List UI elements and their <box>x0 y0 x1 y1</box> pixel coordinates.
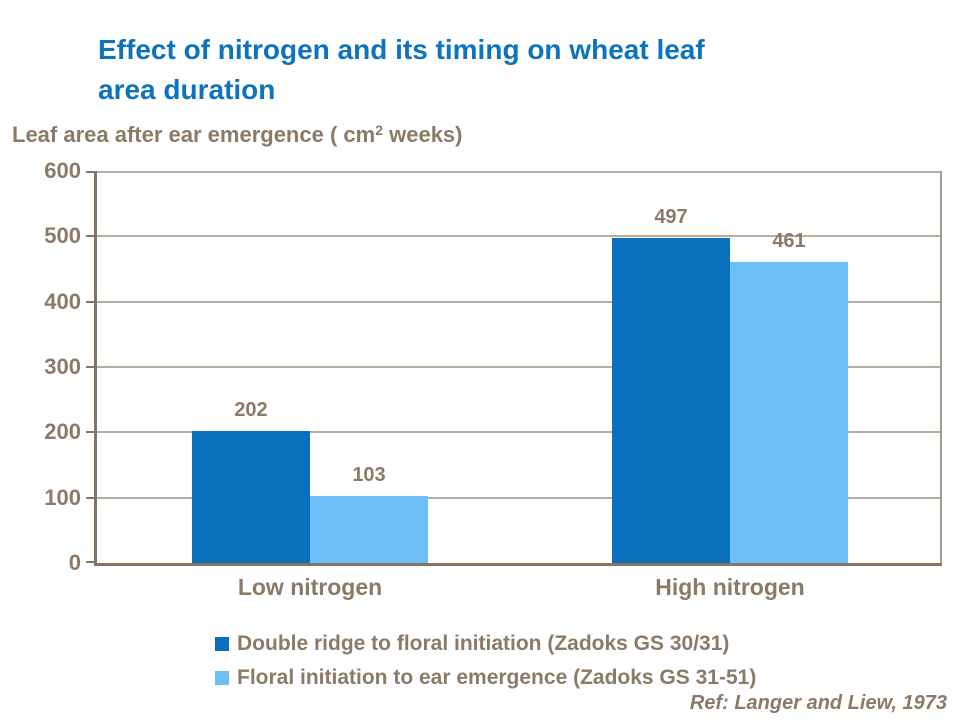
y-axis-tick-200 <box>86 431 95 434</box>
x-axis-line <box>94 563 942 566</box>
legend-marker-dark-blue-icon <box>215 637 229 651</box>
y-axis-line <box>94 171 97 566</box>
gridline-600 <box>97 171 940 173</box>
gridline-200 <box>97 431 940 434</box>
y-tick-label-0: 0 <box>68 550 81 575</box>
chart-title-line2: area duration <box>98 74 276 105</box>
bar-value-label-202: 202 <box>234 399 268 421</box>
legend-row-series2: Floral initiation to ear emergence (Zado… <box>215 664 756 698</box>
y-axis-tick-300 <box>86 366 95 368</box>
gridline-500 <box>97 235 940 238</box>
y-axis-tick-400 <box>86 300 95 303</box>
y-axis-tick-500 <box>86 235 95 238</box>
chart-title-line1: Effect of nitrogen and its timing on whe… <box>98 34 705 65</box>
y-tick-label-200: 200 <box>44 419 81 445</box>
y-axis-title-superscript: 2 <box>375 121 383 138</box>
category-label-low-nitrogen: Low nitrogen <box>237 574 383 600</box>
y-tick-label-500: 500 <box>44 223 81 249</box>
legend-label-series2: Floral initiation to ear emergence (Zado… <box>237 666 757 689</box>
bar-value-label-497: 497 <box>654 206 688 228</box>
bar-series1-high-nitrogen <box>612 238 730 563</box>
plot-right-border <box>940 171 942 563</box>
y-axis-title-text: Leaf area after ear emergence ( cm <box>12 122 376 147</box>
plot-area: 0 100 200 300 400 500 600 202 497 103 461 <box>44 158 942 575</box>
legend-row-series1: Double ridge to floral initiation (Zadok… <box>215 630 756 664</box>
gridline-100 <box>97 496 940 499</box>
y-axis-tick-100 <box>86 496 95 499</box>
chart-title: Effect of nitrogen and its timing on whe… <box>98 30 705 110</box>
y-axis-title-units: weeks) <box>383 122 463 147</box>
y-tick-label-300: 300 <box>44 354 81 379</box>
y-tick-label-600: 600 <box>44 158 81 183</box>
y-axis-tick-0 <box>86 561 95 563</box>
y-tick-label-400: 400 <box>44 288 81 314</box>
chart-legend: Double ridge to floral initiation (Zadok… <box>215 630 756 698</box>
y-axis-title: Leaf area after ear emergence ( cm2 week… <box>12 122 463 148</box>
category-label-high-nitrogen: High nitrogen <box>655 574 805 600</box>
bar-value-label-103: 103 <box>352 464 386 486</box>
bar-series1-low-nitrogen <box>192 431 310 563</box>
reference-citation: Ref: Langer and Liew, 1973 <box>689 692 947 714</box>
bar-series2-low-nitrogen <box>310 496 428 563</box>
legend-marker-light-blue-icon <box>215 671 229 685</box>
legend-label-series1: Double ridge to floral initiation (Zadok… <box>237 632 730 655</box>
y-tick-label-100: 100 <box>44 484 81 510</box>
y-axis-tick-600 <box>86 171 95 173</box>
gridline-400 <box>97 300 940 303</box>
bar-value-label-461: 461 <box>772 230 806 252</box>
gridline-300 <box>97 366 940 368</box>
bar-series2-high-nitrogen <box>730 262 848 563</box>
